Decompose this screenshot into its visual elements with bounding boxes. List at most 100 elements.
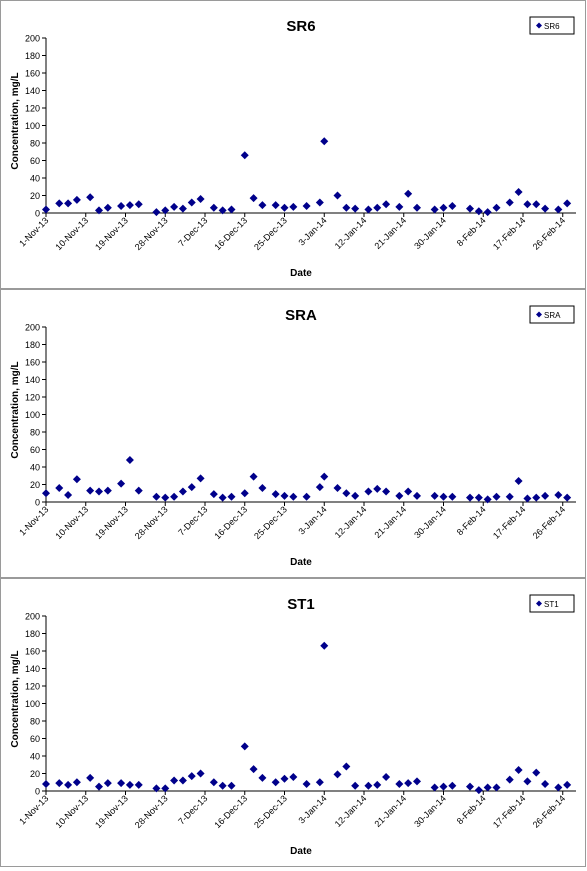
data-point: [413, 203, 421, 212]
data-point: [483, 495, 492, 504]
data-point: [532, 200, 541, 209]
data-point: [227, 492, 236, 501]
data-point: [152, 208, 161, 217]
data-point: [152, 492, 161, 501]
x-axis-label: Date: [290, 846, 312, 857]
data-point: [249, 765, 258, 774]
data-point: [72, 778, 81, 787]
data-point: [448, 202, 457, 210]
data-point: [404, 487, 413, 496]
x-tick-label: 17-Feb-14: [491, 215, 527, 251]
x-tick-label: 30-Jan-14: [412, 215, 448, 251]
data-point: [289, 202, 298, 211]
data-point: [382, 200, 391, 209]
data-point: [505, 492, 514, 501]
y-tick-label: 180: [25, 340, 40, 350]
x-tick-label: 1-Nov-13: [17, 215, 50, 248]
x-tick-label: 1-Nov-13: [17, 793, 50, 826]
data-point: [218, 781, 227, 790]
data-point: [86, 193, 95, 202]
legend-marker: [536, 600, 542, 607]
y-tick-label: 160: [25, 647, 40, 657]
data-point: [505, 775, 514, 784]
y-tick-label: 140: [25, 86, 40, 96]
y-tick-label: 20: [30, 191, 40, 201]
y-tick-label: 40: [30, 752, 40, 762]
data-point: [492, 492, 501, 501]
data-point: [430, 783, 439, 792]
data-point: [474, 207, 483, 216]
x-tick-label: 19-Nov-13: [93, 215, 130, 252]
data-point: [474, 786, 483, 795]
data-point: [117, 202, 126, 210]
data-point: [187, 772, 196, 781]
series-points: [42, 137, 572, 217]
data-point: [333, 770, 342, 779]
data-point: [280, 774, 289, 783]
data-point: [95, 487, 103, 496]
data-point: [117, 779, 126, 788]
data-point: [474, 493, 483, 502]
data-point: [505, 198, 514, 207]
y-axis-label: Concentration, mg/L: [10, 650, 21, 747]
y-tick-label: 80: [30, 139, 40, 149]
y-tick-label: 80: [30, 717, 40, 727]
data-point: [315, 483, 324, 492]
data-point: [86, 486, 95, 495]
data-point: [196, 195, 205, 203]
y-tick-label: 200: [25, 323, 40, 333]
x-tick-label: 30-Jan-14: [412, 793, 448, 829]
data-point: [218, 206, 227, 215]
legend-marker: [536, 22, 542, 29]
data-point: [42, 489, 50, 498]
chart-panel-st1: ST1 0 20 40 60 80 100 120 140 160 180 200 1-Nov-13 10…: [0, 578, 586, 867]
x-tick-label: 28-Nov-13: [133, 215, 170, 252]
x-tick-label: 25-Dec-13: [252, 793, 289, 830]
data-point: [413, 491, 421, 500]
data-point: [532, 493, 541, 502]
data-point: [342, 762, 351, 771]
data-point: [373, 203, 382, 212]
data-point: [404, 189, 413, 198]
x-tick-label: 10-Nov-13: [53, 215, 90, 252]
data-point: [72, 195, 81, 204]
data-point: [492, 783, 501, 792]
y-tick-label: 20: [30, 769, 40, 779]
data-point: [271, 490, 280, 499]
x-tick-label: 26-Feb-14: [531, 215, 567, 251]
legend-label: SR6: [544, 22, 560, 31]
data-point: [170, 202, 179, 211]
data-point: [289, 773, 298, 781]
chart-title: SRA: [285, 307, 317, 324]
legend-label: SRA: [544, 311, 561, 320]
data-point: [258, 484, 267, 492]
data-point: [249, 472, 258, 481]
data-point: [466, 493, 474, 502]
x-tick-label: 12-Jan-14: [333, 215, 369, 251]
data-point: [492, 203, 501, 212]
data-point: [187, 483, 196, 492]
data-point: [541, 780, 550, 788]
data-point: [532, 768, 541, 777]
y-axis-label: Concentration, mg/L: [10, 72, 21, 169]
x-axis-label: Date: [290, 557, 312, 568]
x-tick-label: 26-Feb-14: [531, 504, 567, 540]
data-point: [320, 641, 329, 650]
y-tick-label: 100: [25, 410, 40, 420]
data-point: [95, 206, 103, 215]
y-tick-label: 200: [25, 34, 40, 44]
x-tick-label: 10-Nov-13: [53, 504, 90, 541]
data-point: [395, 491, 404, 500]
data-point: [103, 203, 112, 212]
y-tick-label: 180: [25, 51, 40, 61]
series-points: [42, 456, 572, 504]
x-tick-label: 8-Feb-14: [455, 215, 488, 248]
data-point: [439, 203, 448, 212]
data-point: [554, 491, 563, 499]
data-point: [395, 202, 404, 211]
data-point: [395, 780, 404, 788]
data-point: [302, 780, 311, 788]
data-point: [196, 769, 205, 778]
data-point: [55, 484, 64, 492]
data-point: [563, 780, 572, 789]
